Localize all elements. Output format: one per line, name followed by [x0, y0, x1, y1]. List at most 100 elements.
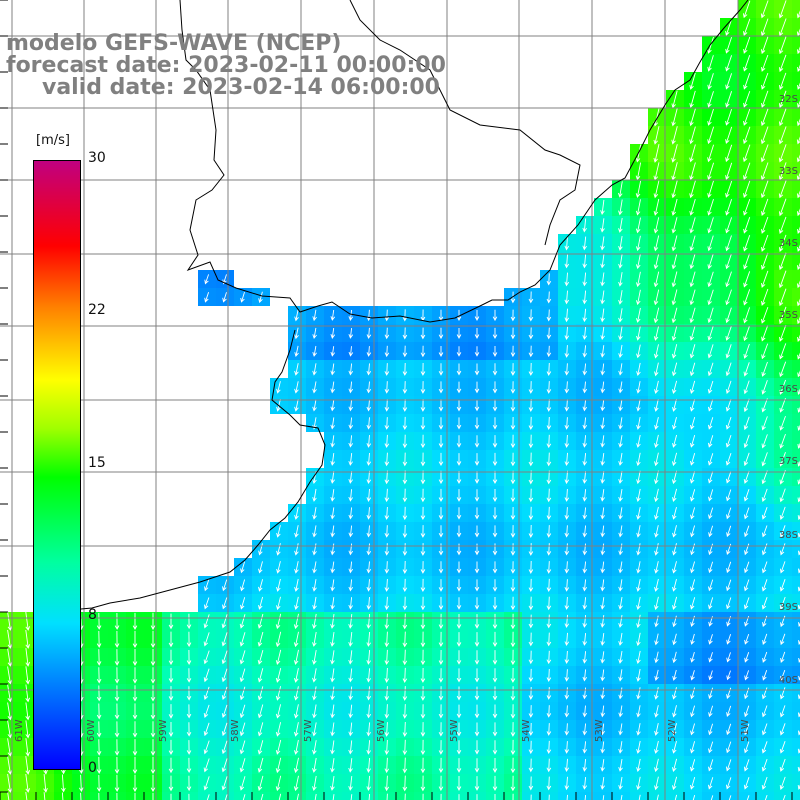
wind-arrow	[420, 452, 426, 467]
wind-arrow	[510, 363, 516, 376]
wind-arrow	[186, 649, 192, 665]
wind-arrow	[224, 794, 228, 800]
wind-arrow	[456, 686, 462, 701]
wind-arrow	[150, 630, 156, 649]
wind-arrow	[528, 740, 534, 755]
wind-arrow	[582, 308, 587, 323]
wind-cell	[792, 504, 800, 522]
wind-arrow	[689, 144, 696, 163]
wind-arrow	[636, 434, 641, 448]
wind-arrow	[312, 704, 317, 719]
wind-arrow	[492, 775, 498, 792]
wind-arrow	[348, 435, 354, 448]
wind-arrow	[582, 236, 587, 251]
wind-arrow	[761, 579, 768, 592]
wind-arrow	[564, 381, 570, 394]
wind-arrow	[420, 381, 426, 394]
wind-arrow	[779, 579, 786, 592]
wind-arrow	[510, 345, 516, 358]
wind-arrow	[474, 597, 480, 610]
wind-arrow	[132, 721, 138, 738]
wind-arrow	[761, 54, 769, 72]
wind-arrow	[384, 363, 390, 376]
wind-arrow	[312, 579, 317, 592]
wind-arrow	[653, 144, 660, 163]
wind-arrow	[690, 507, 696, 520]
lat-label-36s: 36S	[778, 384, 798, 395]
wind-arrow	[384, 309, 390, 322]
wind-arrow	[600, 777, 605, 790]
wind-cell	[792, 594, 800, 612]
wind-arrow	[420, 722, 426, 737]
wind-arrow	[636, 561, 641, 574]
wind-arrow	[564, 434, 570, 448]
wind-arrow	[708, 579, 714, 592]
wind-arrow	[708, 741, 714, 754]
wind-arrow	[564, 399, 570, 412]
wind-arrow	[294, 543, 299, 556]
wind-arrow	[761, 687, 768, 700]
wind-arrow	[330, 327, 336, 339]
wind-arrow	[366, 346, 372, 357]
wind-arrow	[743, 741, 750, 754]
wind-arrow	[275, 775, 282, 792]
wind-arrow	[761, 434, 768, 449]
wind-arrow	[635, 199, 641, 216]
wind-arrow	[25, 702, 30, 721]
wind-arrow	[528, 596, 534, 611]
wind-arrow	[528, 776, 534, 791]
wind-arrow	[204, 274, 210, 285]
wind-arrow	[528, 560, 534, 574]
wind-arrow	[96, 774, 102, 792]
wind-arrow	[330, 489, 335, 502]
wind-arrow	[456, 776, 462, 791]
wind-arrow	[528, 362, 534, 376]
wind-cell	[792, 144, 800, 162]
wind-arrow	[384, 739, 390, 755]
wind-arrow	[725, 434, 732, 448]
wind-arrow	[618, 741, 623, 754]
wind-arrow	[312, 470, 317, 485]
wind-arrow	[778, 306, 787, 325]
wind-arrow	[761, 543, 768, 556]
wind-arrow	[636, 687, 641, 700]
wind-arrow	[726, 723, 732, 736]
wind-arrow	[653, 307, 660, 324]
wind-arrow	[653, 198, 660, 216]
wind-arrow	[690, 651, 695, 663]
wind-arrow	[725, 55, 733, 72]
wind-arrow	[384, 561, 390, 574]
wind-arrow	[114, 630, 120, 648]
wind-arrow	[600, 561, 605, 574]
wind-cell	[792, 756, 800, 774]
wind-arrow	[294, 578, 299, 592]
wind-arrow	[760, 144, 769, 163]
wind-arrow	[456, 399, 462, 412]
wind-arrow	[618, 687, 623, 700]
wind-arrow	[582, 345, 588, 358]
wind-arrow	[796, 280, 800, 289]
wind-arrow	[348, 650, 353, 665]
wind-arrow	[276, 578, 281, 592]
wind-arrow	[330, 507, 335, 520]
wind-arrow	[203, 704, 210, 718]
wind-arrow	[150, 685, 156, 702]
wind-arrow	[564, 308, 570, 323]
wind-arrow	[600, 507, 605, 520]
wind-arrow	[510, 416, 516, 430]
wind-arrow	[456, 346, 462, 357]
wind-arrow	[330, 525, 335, 538]
wind-cell	[792, 0, 800, 18]
wind-cell	[792, 702, 800, 720]
wind-arrow	[186, 757, 192, 774]
wind-arrow	[726, 741, 732, 754]
wind-arrow	[707, 91, 714, 108]
wind-arrow	[384, 417, 390, 430]
wind-arrow	[743, 325, 751, 342]
wind-arrow	[600, 236, 605, 251]
wind-arrow	[43, 792, 46, 800]
wind-arrow	[618, 507, 623, 520]
wind-arrow	[600, 615, 605, 628]
wind-arrow	[725, 398, 732, 412]
wind-arrow	[635, 235, 641, 252]
